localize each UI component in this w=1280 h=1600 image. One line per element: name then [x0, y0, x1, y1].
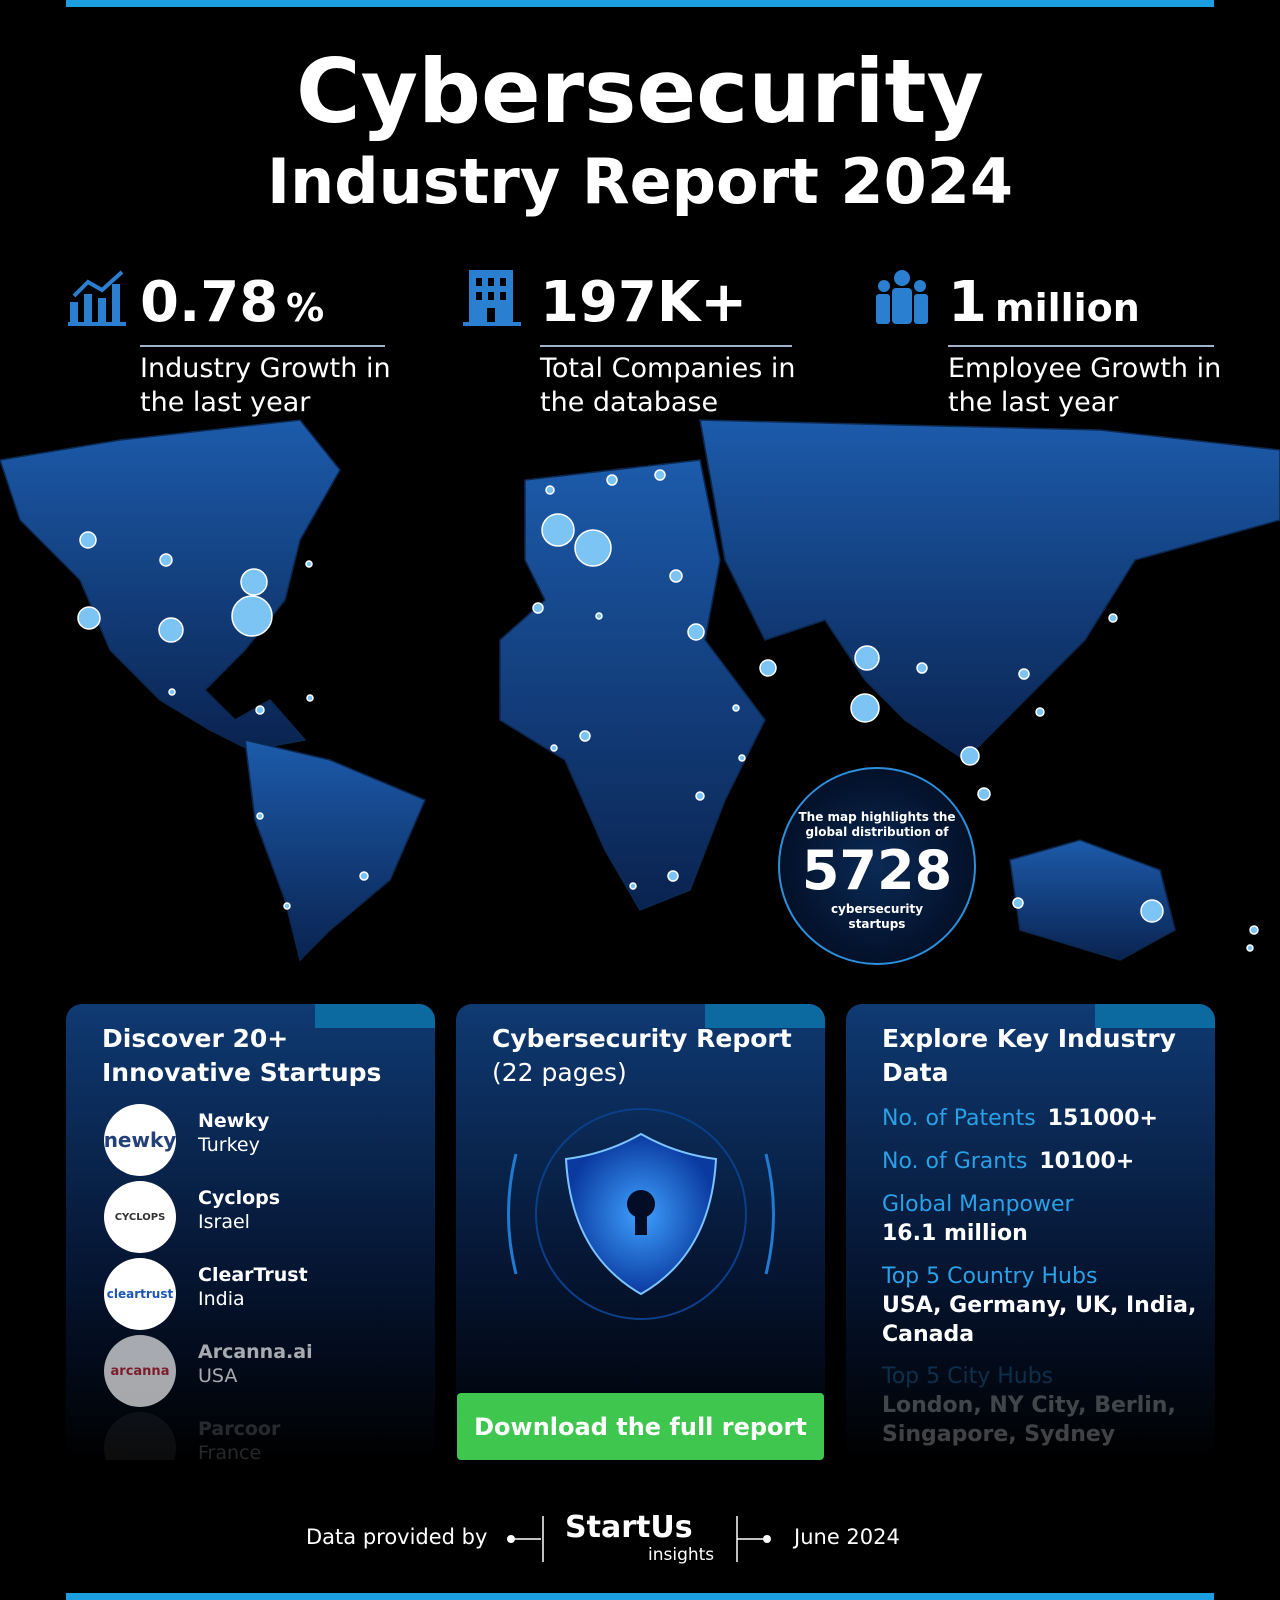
- card-tab: [705, 1004, 825, 1028]
- data-label: No. of Patents: [882, 1106, 1036, 1131]
- card-title: Discover 20+ Innovative Startups: [102, 1024, 382, 1087]
- startup-country: India: [198, 1288, 245, 1310]
- report-card: Cybersecurity Report (22 pages) Download…: [456, 1004, 825, 1460]
- people-icon: [876, 270, 928, 324]
- footer-lines: [507, 1516, 771, 1562]
- startups-card: Discover 20+ Innovative Startups newky N…: [66, 1004, 435, 1460]
- card-title: Explore Key Industry Data: [882, 1024, 1176, 1087]
- data-value: 151000+: [1047, 1106, 1158, 1131]
- download-button[interactable]: Download the full report: [457, 1393, 824, 1460]
- title: Cybersecurity: [296, 40, 984, 143]
- brand: StartUs: [565, 1510, 693, 1545]
- card-title: Cybersecurity Report (22 pages): [492, 1022, 812, 1090]
- data-value: 16.1 million: [882, 1221, 1028, 1246]
- startup-logo: CYCLOPS: [104, 1181, 176, 1253]
- startup-name: Arcanna.ai: [198, 1341, 313, 1363]
- stat-value: 197K+: [540, 270, 748, 335]
- data-card: Explore Key Industry Data No. of Patents…: [846, 1004, 1215, 1460]
- card-tab: [315, 1004, 435, 1028]
- continent: [244, 739, 426, 962]
- report-title: Cybersecurity Report: [492, 1024, 792, 1053]
- brand-sub: insights: [648, 1545, 715, 1565]
- stat-rule: [540, 345, 792, 347]
- startup-country: USA: [198, 1365, 238, 1387]
- startup-name: ClearTrust: [198, 1264, 308, 1286]
- stat-unit: million: [994, 286, 1140, 330]
- data-value: USA, Germany, UK, India, Canada: [882, 1293, 1197, 1347]
- callout-count: 5728: [801, 839, 953, 902]
- stat-unit: %: [286, 286, 325, 330]
- stat-value: 1 million: [948, 270, 1140, 335]
- stat-rule: [140, 345, 385, 347]
- data-row: Top 5 City Hubs London, NY City, Berlin, …: [882, 1362, 1202, 1449]
- startup-logo: newky: [104, 1104, 176, 1176]
- startup-name: Cyclops: [198, 1187, 281, 1209]
- startup-name: Parcoor: [198, 1418, 281, 1440]
- data-label: Global Manpower: [882, 1192, 1074, 1217]
- stat-label: Total Companies in the database: [540, 353, 796, 418]
- shield-illustration: [507, 1108, 775, 1320]
- data-label: Top 5 City Hubs: [882, 1364, 1054, 1389]
- data-value: 10100+: [1039, 1149, 1135, 1174]
- startup-markers: [77, 469, 1259, 952]
- stat-rule: [948, 345, 1214, 347]
- world-map: [0, 419, 1280, 965]
- card-tab: [1095, 1004, 1215, 1028]
- data-row: Top 5 Country Hubs USA, Germany, UK, Indi…: [882, 1262, 1202, 1349]
- callout-intro: The map highlights the global distributi…: [798, 810, 956, 839]
- data-row: No. of Grants 10100+: [882, 1147, 1202, 1176]
- startup-logo: arcanna: [104, 1335, 176, 1407]
- data-label: No. of Grants: [882, 1149, 1028, 1174]
- stat-value: 0.78%: [140, 270, 324, 335]
- stat-number: 0.78: [140, 270, 279, 335]
- startup-country: France: [198, 1442, 262, 1460]
- data-value: London, NY City, Berlin, Singapore, Sydn…: [882, 1393, 1176, 1447]
- bottom-bar: [66, 1593, 1214, 1600]
- stat-label: Employee Growth in the last year: [948, 353, 1222, 418]
- data-row: No. of Patents 151000+: [882, 1104, 1202, 1133]
- startup-logo: [104, 1412, 176, 1460]
- continent: [0, 419, 341, 751]
- callout-caption: cybersecurity startups: [830, 902, 924, 931]
- startup-country: Turkey: [198, 1134, 260, 1156]
- continent: [1009, 839, 1176, 961]
- startup-country: Israel: [198, 1211, 250, 1233]
- data-label: Top 5 Country Hubs: [882, 1264, 1098, 1289]
- map-callout: The map highlights the global distributi…: [779, 810, 975, 932]
- startup-name: Newky: [198, 1110, 270, 1132]
- footer-provided: Data provided by: [306, 1525, 488, 1549]
- building-icon: [463, 270, 521, 326]
- continent: [699, 419, 1280, 761]
- startup-logo: cleartrust: [104, 1258, 176, 1330]
- footer-date: June 2024: [794, 1525, 900, 1549]
- stat-label: Industry Growth in the last year: [140, 353, 391, 418]
- stat-number: 1: [948, 270, 987, 335]
- top-bar: [66, 0, 1214, 7]
- data-row: Global Manpower 16.1 million: [882, 1190, 1202, 1248]
- report-pages: (22 pages): [492, 1058, 627, 1087]
- growth-icon: [68, 270, 126, 326]
- callout-circle: [778, 767, 976, 965]
- subtitle: Industry Report 2024: [267, 145, 1013, 218]
